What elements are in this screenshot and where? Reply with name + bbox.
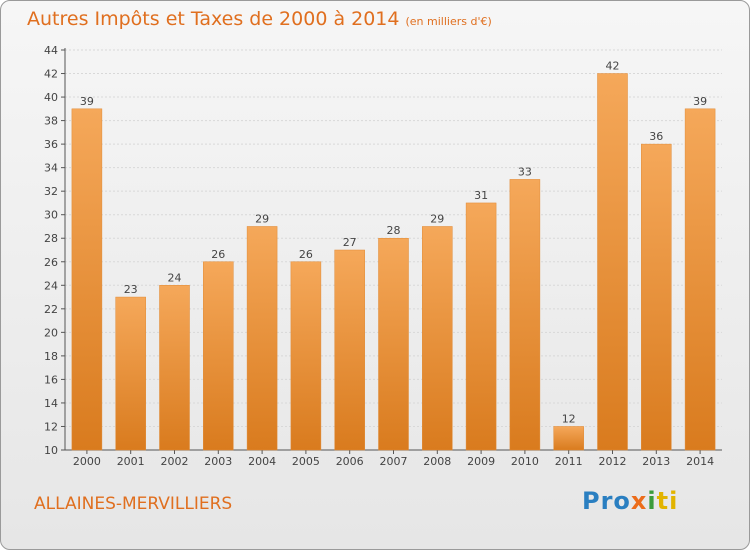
logo-part-4: ti <box>656 487 679 515</box>
chart-title-text: Autres Impôts et Taxes de 2000 à 2014 <box>27 8 400 30</box>
value-label-2006: 27 <box>343 236 357 249</box>
value-label-2002: 24 <box>168 271 182 284</box>
value-label-2009: 31 <box>474 189 488 202</box>
y-tick-label: 12 <box>44 420 58 433</box>
x-tick-label-2011: 2011 <box>555 455 583 468</box>
y-tick-label: 36 <box>44 138 58 151</box>
value-label-2001: 23 <box>124 283 138 296</box>
value-label-2008: 29 <box>430 212 444 225</box>
x-tick-label-2014: 2014 <box>686 455 714 468</box>
bar-2010 <box>509 179 541 451</box>
y-tick-label: 34 <box>44 162 58 175</box>
logo-part-2: x <box>630 487 648 515</box>
x-tick-label-2007: 2007 <box>380 455 408 468</box>
x-tick-label-2003: 2003 <box>204 455 232 468</box>
y-tick-label: 28 <box>44 232 58 245</box>
bar-2006 <box>334 249 365 451</box>
value-label-2011: 12 <box>562 412 576 425</box>
y-tick-label: 22 <box>44 303 58 316</box>
value-label-2014: 39 <box>693 95 707 108</box>
bar-2009 <box>465 202 497 451</box>
y-tick-label: 14 <box>44 397 58 410</box>
value-label-2003: 26 <box>211 248 225 261</box>
x-tick-label-2009: 2009 <box>467 455 495 468</box>
bar-2005 <box>290 261 322 451</box>
proxiti-logo: Proxiti <box>582 487 678 515</box>
chart-subtitle: (en milliers d'€) <box>405 15 492 28</box>
y-tick-label: 26 <box>44 256 58 269</box>
x-tick-label-2000: 2000 <box>73 455 101 468</box>
y-tick-label: 38 <box>44 115 58 128</box>
x-tick-label-2002: 2002 <box>161 455 189 468</box>
x-tick-label-2005: 2005 <box>292 455 320 468</box>
value-label-2013: 36 <box>649 130 663 143</box>
y-tick-label: 18 <box>44 350 58 363</box>
bar-2011 <box>553 426 584 451</box>
y-tick-label: 30 <box>44 209 58 222</box>
bar-2000 <box>71 108 103 451</box>
x-tick-label-2010: 2010 <box>511 455 539 468</box>
chart-title: Autres Impôts et Taxes de 2000 à 2014 (en… <box>27 8 492 30</box>
value-label-2004: 29 <box>255 212 269 225</box>
x-tick-label-2004: 2004 <box>248 455 276 468</box>
x-tick-label-2013: 2013 <box>642 455 670 468</box>
y-tick-label: 24 <box>44 279 58 292</box>
bar-2004 <box>246 226 278 451</box>
value-label-2010: 33 <box>518 165 532 178</box>
x-tick-label-2006: 2006 <box>336 455 364 468</box>
x-tick-label-2001: 2001 <box>117 455 145 468</box>
value-label-2007: 28 <box>387 224 401 237</box>
value-label-2005: 26 <box>299 248 313 261</box>
y-tick-label: 16 <box>44 373 58 386</box>
y-tick-label: 32 <box>44 185 58 198</box>
bar-2007 <box>378 237 409 451</box>
bar-2003 <box>203 261 234 451</box>
bar-2001 <box>115 296 146 451</box>
x-tick-label-2008: 2008 <box>423 455 451 468</box>
y-tick-label: 40 <box>44 91 58 104</box>
y-tick-label: 42 <box>44 68 58 81</box>
bar-2014 <box>684 108 716 451</box>
y-tick-label: 20 <box>44 326 58 339</box>
logo-part-1: Pro <box>582 487 631 515</box>
y-tick-label: 10 <box>44 444 58 457</box>
commune-name: ALLAINES-MERVILLIERS <box>34 494 233 514</box>
labels: 10 12 14 16 18 20 22 24 26 28 30 32 34 36 38 40 42 44 39 20… <box>44 44 714 468</box>
value-label-2000: 39 <box>80 95 94 108</box>
bar-2002 <box>159 285 190 451</box>
y-tick-label: 44 <box>44 44 58 57</box>
bar-2008 <box>422 226 453 451</box>
x-tick-label-2012: 2012 <box>599 455 627 468</box>
bars <box>71 73 716 451</box>
logo-part-3: i <box>647 487 657 515</box>
bar-2012 <box>597 73 628 451</box>
bar-2013 <box>641 143 672 451</box>
value-label-2012: 42 <box>606 60 620 73</box>
